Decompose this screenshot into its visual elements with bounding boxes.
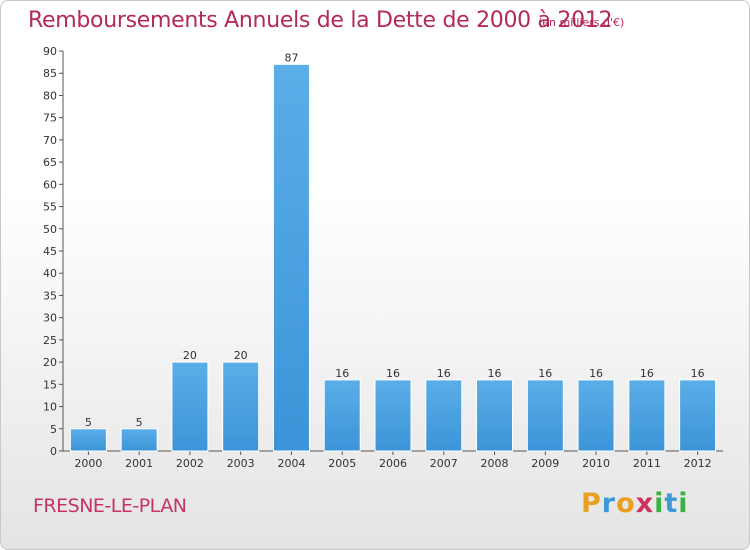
bar-2011 <box>628 379 666 452</box>
x-tick-label-2003: 2003 <box>227 457 255 470</box>
y-tick-label: 45 <box>43 245 57 258</box>
y-tick-label: 80 <box>43 89 57 102</box>
y-tick-label: 75 <box>43 112 57 125</box>
logo-letter: o <box>616 488 636 519</box>
bar-2004 <box>272 63 310 452</box>
y-tick-label: 0 <box>50 445 57 458</box>
x-tick-label-2004: 2004 <box>277 457 305 470</box>
bar-2009 <box>526 379 564 452</box>
logo-letter: i <box>654 488 665 519</box>
bar-2003 <box>222 361 260 452</box>
logo-letter: r <box>601 488 617 519</box>
y-tick-label: 10 <box>43 401 57 414</box>
y-tick-label: 15 <box>43 378 57 391</box>
y-axis: 0 5 10 15 20 25 30 35 40 45 50 55 60 65 70 75 80 85 90 <box>43 45 64 458</box>
y-tick-label: 20 <box>43 356 57 369</box>
y-tick-label: 25 <box>43 334 57 347</box>
value-label-2006: 16 <box>386 367 400 380</box>
x-tick-label-2010: 2010 <box>582 457 610 470</box>
value-label-2011: 16 <box>640 367 654 380</box>
y-tick-label: 35 <box>43 289 57 302</box>
y-tick-label: 85 <box>43 67 57 80</box>
bar-2012 <box>679 379 717 452</box>
logo-letter: i <box>678 488 689 519</box>
y-tick-label: 50 <box>43 223 57 236</box>
value-label-2007: 16 <box>437 367 451 380</box>
value-label-2000: 5 <box>85 416 92 429</box>
proxiti-logo[interactable]: Proxiti <box>581 488 689 519</box>
bars <box>69 63 717 452</box>
value-label-2002: 20 <box>183 349 197 362</box>
logo-letter: x <box>635 488 655 519</box>
chart-subtitle: (en milliers d'€) <box>538 16 625 29</box>
value-label-2001: 5 <box>136 416 143 429</box>
value-label-2005: 16 <box>335 367 349 380</box>
bar-2000 <box>69 428 107 452</box>
y-tick-label: 70 <box>43 134 57 147</box>
bar-2005 <box>323 379 361 452</box>
x-tick-label-2007: 2007 <box>430 457 458 470</box>
x-tick-label-2012: 2012 <box>684 457 712 470</box>
y-tick-label: 30 <box>43 312 57 325</box>
x-tick-label-2001: 2001 <box>125 457 153 470</box>
y-tick-label: 40 <box>43 267 57 280</box>
value-label-2004: 87 <box>284 51 298 64</box>
chart-title: Remboursements Annuels de la Dette de 20… <box>28 8 613 33</box>
logo-letter: P <box>581 488 602 519</box>
commune-name: FRESNE-LE-PLAN <box>33 495 187 517</box>
x-tick-label-2002: 2002 <box>176 457 204 470</box>
x-tick-label-2006: 2006 <box>379 457 407 470</box>
value-label-2010: 16 <box>589 367 603 380</box>
x-tick-label-2005: 2005 <box>328 457 356 470</box>
bar-2001 <box>120 428 158 452</box>
bar-2008 <box>476 379 514 452</box>
bar-2002 <box>171 361 209 452</box>
x-tick-label-2000: 2000 <box>74 457 102 470</box>
value-labels: 5 5 20 20 87 16 16 16 16 16 16 16 16 <box>85 51 705 428</box>
y-tick-label: 55 <box>43 201 57 214</box>
x-axis: 2000 2001 2002 2003 2004 2005 2006 2007 2008 2009… <box>63 450 723 470</box>
logo-letter: t <box>664 488 679 519</box>
value-label-2008: 16 <box>488 367 502 380</box>
y-tick-label: 65 <box>43 156 57 169</box>
value-label-2012: 16 <box>691 367 705 380</box>
y-tick-label: 90 <box>43 45 57 58</box>
value-label-2009: 16 <box>538 367 552 380</box>
bar-2007 <box>425 379 463 452</box>
value-label-2003: 20 <box>234 349 248 362</box>
x-tick-label-2011: 2011 <box>633 457 661 470</box>
x-tick-label-2009: 2009 <box>531 457 559 470</box>
y-tick-label: 60 <box>43 178 57 191</box>
y-tick-label: 5 <box>50 423 57 436</box>
x-tick-label-2008: 2008 <box>481 457 509 470</box>
bar-2006 <box>374 379 412 452</box>
bar-2010 <box>577 379 615 452</box>
